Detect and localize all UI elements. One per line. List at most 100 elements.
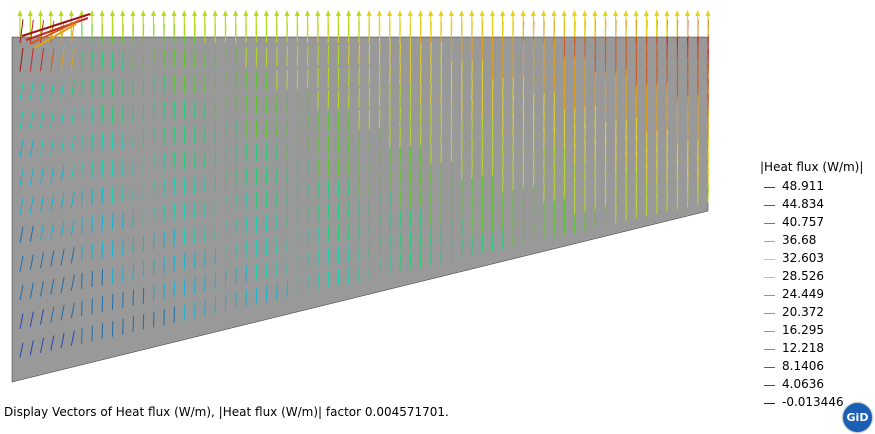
heat-flux-arrow (50, 81, 55, 99)
heat-flux-arrow (532, 39, 535, 62)
arrow-head (274, 10, 280, 16)
heat-flux-arrow (512, 39, 514, 62)
heat-flux-arrow (317, 227, 319, 246)
heat-flux-arrow (204, 199, 206, 217)
heat-flux-arrow (368, 174, 371, 194)
heat-flux-arrow (358, 66, 360, 87)
heat-flux-arrow (255, 263, 258, 281)
heat-flux-arrow (111, 267, 114, 284)
heat-flux-arrow (532, 94, 535, 116)
heat-flux-arrow (265, 46, 268, 67)
arrow-head (438, 10, 444, 16)
arrow-head (469, 10, 475, 16)
heat-flux-arrow (378, 237, 381, 256)
heat-flux-arrow (60, 304, 65, 321)
heat-flux-arrow (60, 248, 65, 266)
heat-flux-arrow (204, 249, 206, 267)
arrow-head (171, 10, 177, 16)
heat-flux-arrow (512, 77, 514, 99)
heat-flux-arrow (687, 187, 689, 208)
heat-flux-arrow (502, 211, 504, 231)
heat-flux-arrow (563, 91, 566, 113)
heat-flux-arrow (337, 111, 340, 132)
heat-flux-arrow (512, 133, 514, 155)
heat-flux-arrow (389, 256, 391, 275)
legend-label: 24.449 (782, 287, 824, 301)
heat-flux-arrow (91, 161, 93, 179)
heat-flux-arrow (265, 237, 268, 255)
heat-flux-arrow (450, 181, 453, 202)
arrow-head (479, 10, 485, 16)
arrow-head (202, 10, 208, 16)
heat-flux-arrow (153, 180, 155, 199)
heat-flux-arrow (29, 282, 34, 299)
heat-flux-vectors (17, 10, 711, 358)
heat-flux-arrow (522, 39, 525, 62)
heat-flux-arrow (399, 148, 401, 168)
heat-flux-arrow (296, 45, 299, 66)
heat-flux-arrow (348, 44, 350, 65)
heat-flux-arrow (553, 128, 555, 149)
heat-flux-arrow (29, 168, 34, 185)
heat-flux-arrow (348, 133, 350, 153)
heat-flux-arrow (450, 141, 453, 162)
heat-flux-arrow (50, 278, 55, 295)
heat-flux-arrow (70, 330, 75, 346)
heat-flux-arrow (348, 155, 350, 175)
heat-flux-arrow (307, 114, 309, 134)
arrow-head (674, 10, 680, 16)
heat-flux-arrow (317, 113, 319, 134)
heat-flux-arrow (574, 195, 576, 216)
heat-flux-arrow (235, 72, 237, 92)
heat-flux-arrow (153, 259, 155, 276)
heat-flux-arrow (378, 129, 381, 150)
heat-flux-arrow (132, 130, 134, 149)
heat-flux-arrow (502, 97, 504, 118)
heat-flux-arrow (625, 201, 627, 222)
heat-flux-arrow (502, 192, 504, 212)
heat-flux-arrow (245, 265, 247, 283)
heat-flux-arrow (60, 136, 65, 155)
heat-flux-arrow (563, 180, 566, 201)
heat-flux-arrow (512, 208, 514, 228)
heat-flux-arrow (204, 299, 206, 316)
heat-flux-arrow (276, 46, 278, 67)
heat-flux-arrow (563, 162, 566, 183)
heat-flux-arrow (368, 239, 371, 258)
arrow-head (664, 10, 670, 16)
heat-flux-arrow (224, 146, 227, 165)
heat-flux-arrow (245, 217, 247, 235)
heat-flux-arrow (132, 77, 134, 96)
heat-flux-arrow (214, 122, 217, 142)
heat-flux-arrow (543, 93, 545, 115)
status-message: Display Vectors of Heat flux (W/m), |Hea… (4, 405, 449, 419)
legend-entry: 16.295 (760, 322, 872, 340)
legend-entry: 28.526 (760, 268, 872, 286)
arrow-head (459, 10, 465, 16)
heat-flux-arrow (235, 267, 237, 285)
heat-flux-arrow (235, 243, 237, 261)
heat-flux-arrow (91, 51, 93, 71)
heat-flux-arrow (491, 136, 494, 157)
heat-flux-arrow (194, 175, 196, 194)
heat-flux-arrow (224, 270, 227, 287)
heat-flux-arrow (286, 256, 288, 275)
heat-flux-arrow (40, 309, 44, 325)
heat-flux-arrow (307, 91, 309, 112)
heat-flux-arrow (19, 47, 24, 72)
heat-flux-arrow (265, 70, 268, 91)
heat-flux-arrow (471, 80, 473, 102)
heat-flux-arrow (245, 144, 247, 163)
heat-flux-arrow (307, 252, 309, 271)
heat-flux-arrow (502, 173, 504, 193)
heat-flux-arrow (296, 208, 299, 227)
heat-flux-arrow (491, 194, 494, 214)
heat-flux-arrow (512, 96, 514, 118)
arrow-head (643, 10, 649, 16)
heat-flux-arrow (101, 241, 104, 259)
legend-entry: 36.68 (760, 232, 872, 250)
heat-flux-arrow (276, 235, 278, 254)
arrow-head (305, 10, 310, 16)
heat-flux-arrow (194, 226, 196, 244)
